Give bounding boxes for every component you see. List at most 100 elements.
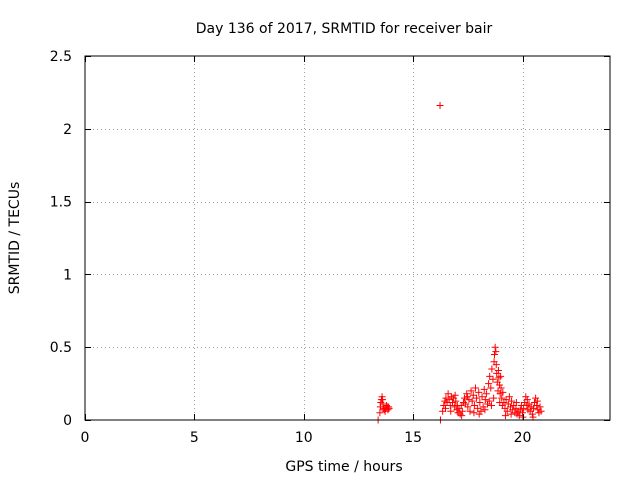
data-point bbox=[492, 348, 500, 356]
data-point bbox=[533, 401, 541, 409]
data-point bbox=[439, 407, 447, 415]
data-point bbox=[473, 394, 481, 402]
data-point bbox=[492, 361, 500, 369]
data-point bbox=[503, 407, 511, 415]
data-point bbox=[436, 102, 444, 110]
data-point bbox=[502, 396, 510, 404]
data-point bbox=[496, 381, 504, 389]
data-point bbox=[467, 387, 475, 395]
data-point bbox=[489, 375, 497, 383]
data-point bbox=[470, 409, 478, 417]
y-axis-label: SRMTID / TECUs bbox=[7, 182, 23, 295]
data-point bbox=[479, 403, 487, 411]
data-point bbox=[453, 401, 461, 409]
data-point bbox=[485, 380, 493, 388]
data-point bbox=[486, 372, 494, 380]
x-tick-label: 0 bbox=[81, 430, 90, 446]
data-point bbox=[458, 412, 466, 420]
data-point bbox=[501, 412, 509, 420]
data-point bbox=[519, 413, 527, 421]
data-point bbox=[515, 412, 523, 420]
data-point bbox=[478, 393, 486, 401]
data-point bbox=[379, 400, 387, 408]
x-tick-label: 5 bbox=[190, 430, 199, 446]
y-tick-label: 0.5 bbox=[50, 340, 72, 356]
data-point bbox=[495, 374, 503, 382]
data-point bbox=[528, 410, 536, 418]
data-points bbox=[374, 102, 545, 424]
data-point bbox=[465, 396, 473, 404]
data-point bbox=[385, 404, 393, 412]
data-point bbox=[499, 388, 507, 396]
data-point bbox=[470, 401, 478, 409]
data-point bbox=[468, 397, 476, 405]
data-point bbox=[447, 407, 455, 415]
data-point bbox=[440, 401, 448, 409]
data-point bbox=[529, 404, 537, 412]
data-point bbox=[487, 401, 495, 409]
data-point bbox=[512, 399, 520, 407]
data-point bbox=[481, 406, 489, 414]
data-point bbox=[480, 385, 488, 393]
data-point bbox=[474, 404, 482, 412]
x-axis: 0 5 10 15 20 bbox=[81, 56, 532, 446]
data-point bbox=[469, 391, 477, 399]
x-tick-label: 20 bbox=[514, 430, 532, 446]
y-tick-label: 1.5 bbox=[50, 195, 72, 211]
y-tick-label: 1 bbox=[63, 267, 72, 283]
data-point bbox=[484, 400, 491, 408]
data-point bbox=[475, 388, 483, 396]
data-point bbox=[497, 372, 505, 380]
y-tick-label: 2 bbox=[63, 122, 72, 138]
data-point bbox=[488, 365, 496, 373]
data-point bbox=[466, 407, 474, 415]
data-point bbox=[491, 350, 498, 358]
data-point bbox=[442, 394, 450, 402]
grid-lines bbox=[85, 56, 610, 420]
data-point bbox=[452, 397, 460, 405]
data-point bbox=[458, 407, 466, 415]
plot-frame bbox=[84, 55, 611, 421]
y-tick-label: 2.5 bbox=[50, 49, 72, 65]
y-axis: 0 0.5 1 1.5 2 2.5 bbox=[50, 49, 610, 429]
data-point bbox=[442, 404, 449, 412]
data-point bbox=[449, 399, 456, 407]
data-point bbox=[523, 396, 531, 404]
data-point bbox=[498, 394, 506, 402]
data-point bbox=[477, 407, 485, 415]
data-point bbox=[381, 407, 389, 415]
data-point bbox=[463, 393, 471, 401]
data-point bbox=[476, 399, 484, 407]
data-point bbox=[482, 390, 490, 398]
x-axis-label: GPS time / hours bbox=[285, 459, 402, 475]
chart-title: Day 136 of 2017, SRMTID for receiver bai… bbox=[196, 21, 493, 37]
data-point bbox=[493, 369, 501, 377]
data-point bbox=[471, 384, 479, 392]
data-point bbox=[487, 384, 495, 392]
data-point bbox=[463, 390, 471, 398]
data-point bbox=[537, 407, 545, 415]
x-tick-label: 10 bbox=[295, 430, 313, 446]
data-point bbox=[497, 384, 505, 392]
data-point bbox=[481, 396, 489, 404]
data-point bbox=[536, 403, 544, 411]
data-point bbox=[485, 397, 493, 405]
data-point bbox=[529, 413, 537, 421]
x-tick-label: 15 bbox=[404, 430, 422, 446]
data-point bbox=[444, 390, 452, 398]
data-point bbox=[451, 391, 459, 399]
data-point bbox=[461, 394, 469, 402]
data-point bbox=[522, 393, 530, 401]
y-tick-label: 0 bbox=[63, 413, 72, 429]
data-point bbox=[494, 366, 502, 374]
data-point bbox=[491, 343, 499, 351]
data-point bbox=[533, 397, 541, 405]
data-point bbox=[496, 399, 504, 407]
data-point bbox=[520, 404, 528, 412]
data-point bbox=[475, 410, 483, 418]
data-point bbox=[508, 397, 516, 405]
data-point bbox=[505, 393, 513, 401]
data-point bbox=[532, 394, 540, 402]
data-point bbox=[384, 406, 392, 414]
